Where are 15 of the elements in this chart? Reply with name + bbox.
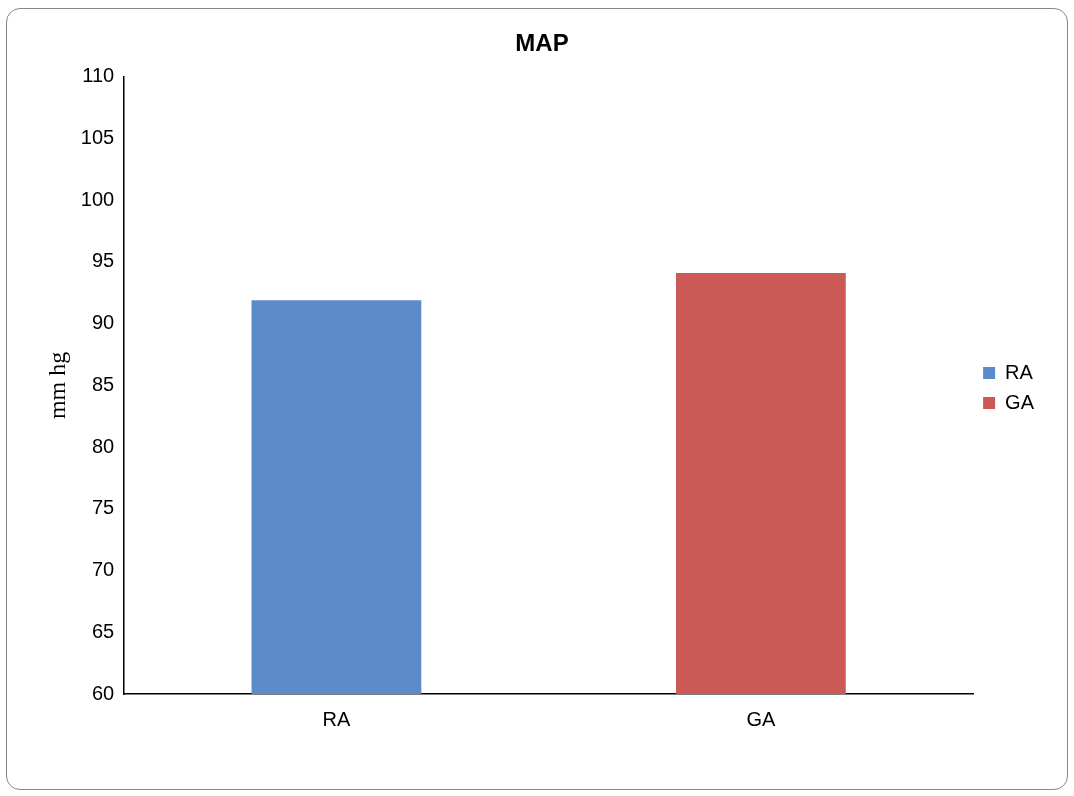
- legend-label: GA: [1005, 390, 1035, 413]
- y-tick-label: 60: [91, 681, 115, 704]
- y-tick-label: 80: [91, 434, 115, 457]
- chart-title: MAP: [515, 29, 569, 57]
- legend-label: RA: [1005, 360, 1034, 383]
- y-tick-label: 70: [91, 558, 115, 581]
- y-tick-label: 75: [91, 496, 115, 519]
- y-tick-label: 110: [82, 64, 115, 87]
- y-tick-label: 100: [80, 187, 115, 210]
- y-axis-title: mm hg: [43, 351, 70, 420]
- y-tick-label: 85: [91, 372, 115, 395]
- y-tick-label: 105: [80, 126, 115, 149]
- y-tick-label: 90: [91, 311, 115, 334]
- y-tick-label: 95: [91, 249, 115, 272]
- y-tick-label: 65: [91, 619, 115, 642]
